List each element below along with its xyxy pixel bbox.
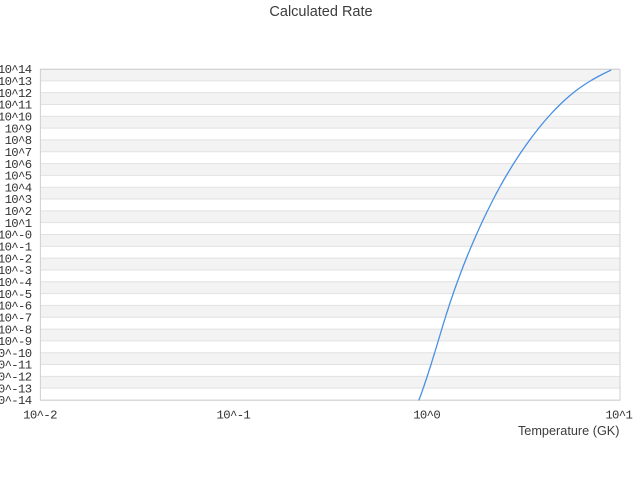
svg-text:10^-13: 10^-13 (0, 382, 32, 396)
svg-text:10^-4: 10^-4 (0, 276, 32, 290)
svg-text:10^-0: 10^-0 (0, 229, 32, 243)
svg-text:10^1: 10^1 (605, 409, 632, 423)
svg-text:10^5: 10^5 (5, 170, 32, 184)
svg-text:10^-5: 10^-5 (0, 288, 32, 302)
svg-text:Temperature (GK): Temperature (GK) (518, 424, 620, 438)
svg-text:10^-1: 10^-1 (217, 409, 251, 423)
svg-text:10^8: 10^8 (5, 134, 32, 148)
svg-text:10^4: 10^4 (5, 181, 32, 195)
svg-text:10^-2: 10^-2 (23, 409, 57, 423)
svg-text:10^-12: 10^-12 (0, 371, 32, 385)
svg-text:10^-14: 10^-14 (0, 394, 32, 408)
svg-text:10^3: 10^3 (5, 193, 32, 207)
svg-text:10^-11: 10^-11 (0, 359, 32, 373)
svg-text:10^2: 10^2 (5, 205, 32, 219)
svg-text:10^-6: 10^-6 (0, 300, 32, 314)
svg-text:10^-8: 10^-8 (0, 323, 32, 337)
svg-text:Calculated Rate: Calculated Rate (269, 4, 372, 20)
svg-text:10^-7: 10^-7 (0, 311, 32, 325)
svg-text:10^12: 10^12 (0, 87, 32, 101)
svg-text:10^-2: 10^-2 (0, 252, 32, 266)
svg-text:10^14: 10^14 (0, 63, 32, 77)
svg-text:10^11: 10^11 (0, 99, 32, 113)
svg-text:10^13: 10^13 (0, 75, 32, 89)
svg-text:10^7: 10^7 (5, 146, 32, 160)
svg-text:10^1: 10^1 (5, 217, 32, 231)
svg-text:10^-3: 10^-3 (0, 264, 32, 278)
svg-text:10^-1: 10^-1 (0, 241, 32, 255)
svg-text:10^10: 10^10 (0, 110, 32, 124)
svg-text:10^6: 10^6 (5, 158, 32, 172)
svg-text:10^0: 10^0 (413, 409, 440, 423)
svg-text:10^-9: 10^-9 (0, 335, 32, 349)
svg-text:10^9: 10^9 (5, 122, 32, 136)
svg-text:10^-10: 10^-10 (0, 347, 32, 361)
